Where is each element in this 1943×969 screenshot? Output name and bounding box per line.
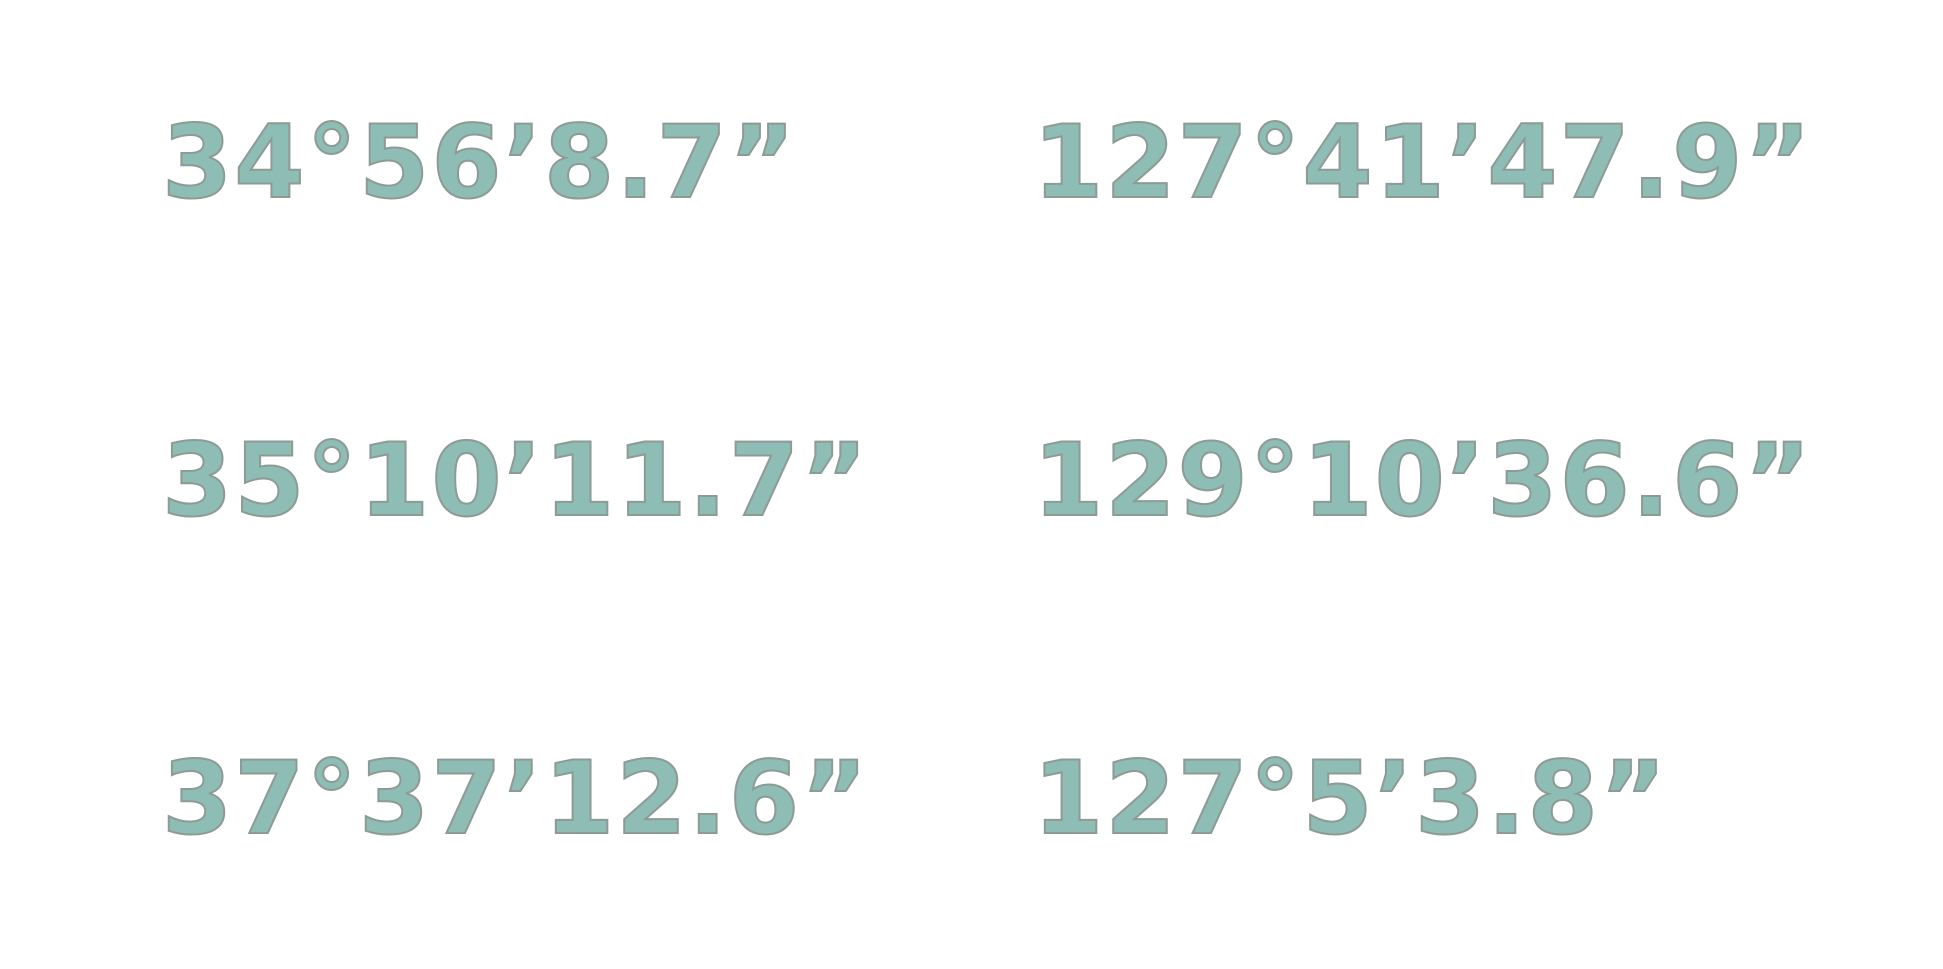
latitude-3: 37°37’12.6”: [161, 739, 870, 857]
longitude-3: 127°5’3.8”: [1032, 739, 1669, 857]
latitude-2: 35°10’11.7”: [161, 421, 870, 539]
longitude-1: 127°41’47.9”: [1032, 103, 1813, 221]
latitude-1: 34°56’8.7”: [161, 103, 798, 221]
longitude-2: 129°10’36.6”: [1032, 421, 1813, 539]
